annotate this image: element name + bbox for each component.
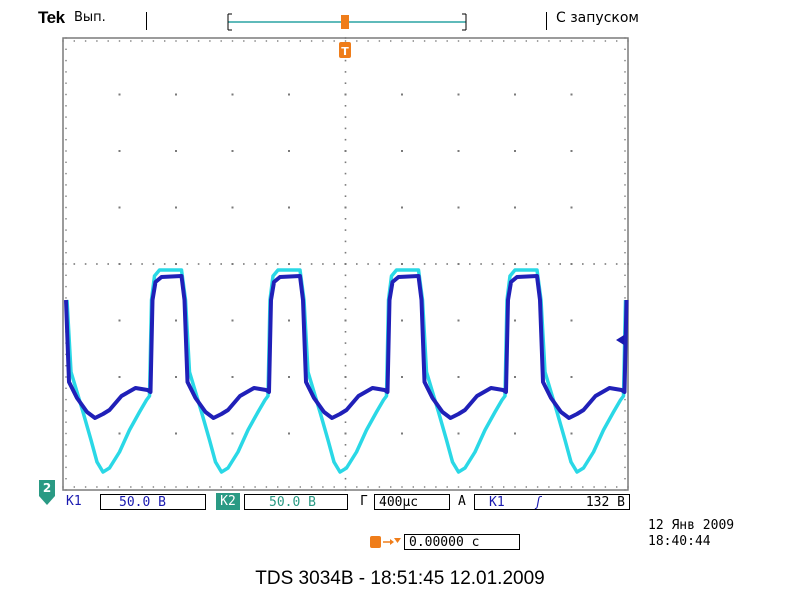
ch1-label: К1	[66, 494, 82, 509]
ch2-scale-value: 50.0 В	[269, 495, 316, 510]
ch2-ground-marker-icon	[39, 496, 55, 505]
rising-edge-icon: ʃ	[534, 495, 543, 510]
trigger-mode: С запуском	[556, 10, 639, 26]
header-divider	[146, 12, 147, 30]
ch2-scale-readout[interactable]: 50.0 В	[244, 494, 348, 510]
time-readout: 18:40:44	[648, 534, 711, 549]
trigger-readout[interactable]: К1 ʃ 132 В	[474, 494, 630, 510]
horizontal-position-readout[interactable]: 0.00000 с	[404, 534, 520, 550]
trigger-marker-label: T	[341, 45, 349, 58]
record-view-bracket	[227, 13, 467, 31]
ch2-label: К2	[216, 493, 240, 510]
horizontal-position-value: 0.00000 с	[409, 535, 480, 550]
record-trigger-icon	[341, 15, 349, 29]
ch1-scale-value: 50.0 В	[119, 495, 166, 510]
date-readout: 12 Янв 2009	[648, 518, 735, 533]
trigger-level: 132 В	[585, 495, 625, 510]
brand-logo: Tek	[38, 8, 65, 27]
timebase-readout[interactable]: 400μс	[374, 494, 450, 510]
header-divider	[546, 12, 547, 30]
ch2-reference-badge: 2	[39, 480, 55, 496]
trigger-position-marker: T	[339, 42, 351, 58]
timebase-label: Г	[360, 494, 368, 509]
trigger-source: К1	[489, 495, 505, 510]
ch1-scale-readout[interactable]: 50.0 В	[100, 494, 206, 510]
horizontal-position-icon	[370, 536, 401, 548]
timebase-value: 400μс	[379, 495, 419, 510]
trigger-level-arrow-icon	[616, 335, 624, 345]
footer-caption: TDS 3034B - 18:51:45 12.01.2009	[255, 568, 545, 589]
ch2-waveform	[64, 274, 629, 420]
acquisition-state: Вып.	[74, 10, 106, 25]
trigger-type: А	[458, 494, 466, 509]
